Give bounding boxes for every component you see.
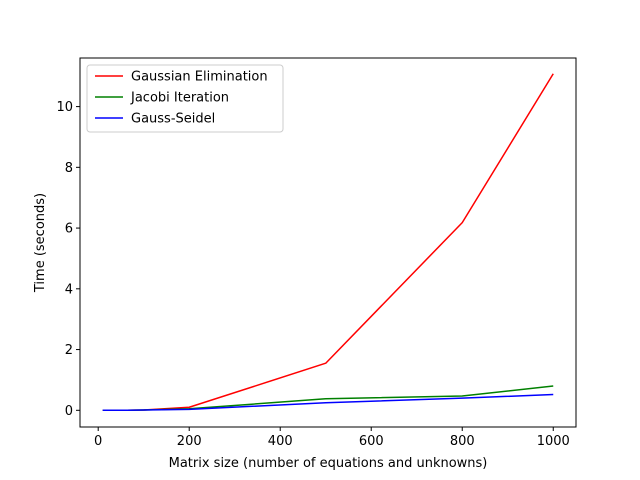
x-tick-label: 800 bbox=[450, 434, 475, 449]
axes-frame bbox=[79, 57, 577, 428]
legend-label: Gaussian Elimination bbox=[131, 70, 268, 85]
y-tick-label: 8 bbox=[65, 161, 73, 176]
x-tick-label: 400 bbox=[268, 434, 293, 449]
x-tick-label: 600 bbox=[359, 434, 384, 449]
y-tick-label: 0 bbox=[65, 404, 73, 419]
legend-label: Gauss-Seidel bbox=[131, 112, 215, 127]
x-tick-label: 1000 bbox=[537, 434, 570, 449]
legend: Gaussian Elimination Jacobi Iteration Gaus… bbox=[86, 64, 284, 133]
x-axis-label: Matrix size (number of equations and unk… bbox=[169, 456, 488, 471]
y-tick-label: 2 bbox=[65, 343, 73, 358]
y-tick-label: 10 bbox=[56, 100, 73, 115]
x-axis-ticks: 0 200 400 600 800 1000 bbox=[94, 427, 570, 449]
y-tick-label: 4 bbox=[65, 282, 73, 297]
x-tick-label: 200 bbox=[177, 434, 202, 449]
y-tick-label: 6 bbox=[65, 222, 73, 237]
legend-label: Jacobi Iteration bbox=[130, 91, 229, 106]
series-line-gauss-seidel bbox=[102, 393, 554, 412]
x-tick-label: 0 bbox=[94, 434, 102, 449]
legend-box bbox=[86, 64, 284, 133]
series-layer bbox=[102, 73, 554, 412]
y-axis-ticks: 0 2 4 6 8 10 bbox=[56, 100, 80, 419]
y-axis-label: Time (seconds) bbox=[33, 193, 48, 293]
